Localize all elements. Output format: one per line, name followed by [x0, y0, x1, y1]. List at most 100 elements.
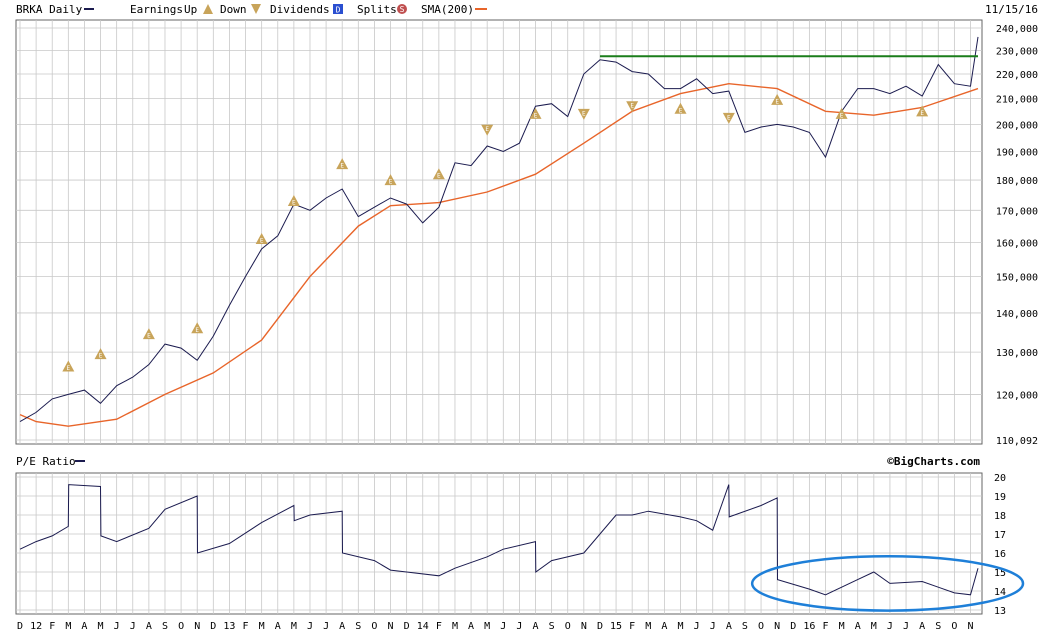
- x-tick-label: J: [710, 621, 716, 632]
- x-tick-label: F: [629, 621, 635, 632]
- x-tick-label: M: [259, 621, 265, 632]
- price-y-tick-label: 200,000: [996, 120, 1038, 131]
- x-tick-label: N: [967, 621, 973, 632]
- earnings-glyph: E: [260, 238, 264, 245]
- pe-label: P/E Ratio: [16, 455, 76, 468]
- x-tick-label: S: [549, 621, 555, 632]
- x-tick-label: J: [887, 621, 893, 632]
- x-tick-label: N: [388, 621, 394, 632]
- earnings-glyph: E: [679, 107, 683, 114]
- earnings-markers: E E E E E E E E E E E E E E E E E E: [62, 93, 929, 372]
- chart-date: 11/15/16: [985, 3, 1038, 16]
- x-tick-label: A: [468, 621, 474, 632]
- x-tick-label: O: [178, 621, 184, 632]
- x-tick-label: 15: [610, 621, 622, 632]
- x-tick-label: J: [307, 621, 313, 632]
- earnings-glyph: E: [727, 114, 731, 121]
- earnings-up-icon: [384, 174, 397, 186]
- pe-y-tick-label: 19: [994, 492, 1006, 503]
- earnings-down-icon: [577, 108, 590, 120]
- pe-y-axis: 20 19 18 17 16 15 14 13: [994, 473, 1006, 617]
- x-tick-label: M: [291, 621, 297, 632]
- pe-series-line: [19, 484, 979, 596]
- earnings-up-icon: [287, 195, 300, 207]
- x-tick-label: J: [694, 621, 700, 632]
- x-tick-label: M: [484, 621, 490, 632]
- x-tick-label: J: [323, 621, 329, 632]
- x-tick-label: O: [951, 621, 957, 632]
- price-y-axis: 240,000 230,000 220,000 210,000 200,000 190,0…: [996, 24, 1038, 447]
- x-tick-label: S: [935, 621, 941, 632]
- earnings-up-icon: [771, 93, 784, 105]
- earnings-up-icon: [529, 107, 542, 119]
- dividends-label: Dividends: [270, 3, 330, 16]
- x-tick-label: J: [516, 621, 522, 632]
- earnings-glyph: E: [147, 333, 151, 340]
- x-tick-label: M: [65, 621, 71, 632]
- pe-y-tick-label: 20: [994, 473, 1006, 484]
- pe-plot-frame: [15, 472, 983, 615]
- x-axis: D 12 F M A M J J A S O N D 13 F M A M J J A S O N D 14 F M A M J J A S O N D…: [17, 621, 974, 632]
- x-tick-label: S: [742, 621, 748, 632]
- price-y-tick-label: 170,000: [996, 206, 1038, 217]
- earnings-up-icon: [336, 158, 349, 170]
- x-tick-label: O: [565, 621, 571, 632]
- earnings-glyph: E: [534, 112, 538, 119]
- x-tick-label: A: [919, 621, 925, 632]
- x-tick-label: J: [903, 621, 909, 632]
- price-grid: [16, 20, 982, 444]
- x-tick-label: 12: [30, 621, 42, 632]
- pe-y-tick-label: 14: [994, 587, 1006, 598]
- x-tick-label: J: [500, 621, 506, 632]
- earnings-down-icon: [251, 4, 261, 14]
- price-y-tick-label: 110,092: [996, 436, 1038, 447]
- dividends-icon: [333, 4, 343, 14]
- x-tick-label: M: [839, 621, 845, 632]
- x-tick-label: O: [371, 621, 377, 632]
- copyright-label: ©BigCharts.com: [887, 455, 980, 468]
- earnings-glyph: E: [775, 98, 779, 105]
- pe-y-tick-label: 16: [994, 549, 1006, 560]
- price-panel: 240,000 230,000 220,000 210,000 200,000 190,0…: [15, 19, 1038, 447]
- x-tick-label: A: [661, 621, 667, 632]
- pe-panel: 20 19 18 17 16 15 14 13: [15, 472, 1025, 617]
- x-tick-label: D: [790, 621, 796, 632]
- earnings-up-icon: [255, 233, 268, 245]
- price-y-tick-label: 120,000: [996, 390, 1038, 401]
- price-y-tick-label: 220,000: [996, 70, 1038, 81]
- x-tick-label: A: [533, 621, 539, 632]
- x-tick-label: M: [677, 621, 683, 632]
- x-tick-label: N: [581, 621, 587, 632]
- x-tick-label: N: [194, 621, 200, 632]
- x-tick-label: M: [645, 621, 651, 632]
- x-tick-label: O: [758, 621, 764, 632]
- sma-series-line: [19, 82, 979, 427]
- x-tick-label: A: [81, 621, 87, 632]
- splits-label: Splits: [357, 3, 397, 16]
- pe-header: P/E Ratio ©BigCharts.com: [16, 455, 980, 468]
- price-y-tick-label: 160,000: [996, 238, 1038, 249]
- earnings-glyph: E: [485, 126, 489, 133]
- x-tick-label: J: [114, 621, 120, 632]
- pe-y-tick-label: 18: [994, 511, 1006, 522]
- x-tick-label: A: [855, 621, 861, 632]
- splits-icon-glyph: S: [400, 5, 405, 14]
- earnings-up-icon: [94, 348, 107, 360]
- x-tick-label: 16: [803, 621, 815, 632]
- price-y-tick-label: 130,000: [996, 348, 1038, 359]
- earnings-up-label: Up: [184, 3, 197, 16]
- earnings-glyph: E: [582, 110, 586, 117]
- price-series-line: [19, 36, 979, 423]
- x-tick-label: A: [339, 621, 345, 632]
- x-tick-label: S: [355, 621, 361, 632]
- price-y-tick-label: 190,000: [996, 148, 1038, 159]
- earnings-down-label: Down: [220, 3, 247, 16]
- price-y-tick-label: 140,000: [996, 309, 1038, 320]
- x-tick-label: F: [243, 621, 249, 632]
- earnings-up-icon: [835, 107, 848, 119]
- x-tick-label: A: [275, 621, 281, 632]
- x-tick-label: M: [452, 621, 458, 632]
- x-tick-label: 14: [417, 621, 429, 632]
- price-y-tick-label: 150,000: [996, 272, 1038, 283]
